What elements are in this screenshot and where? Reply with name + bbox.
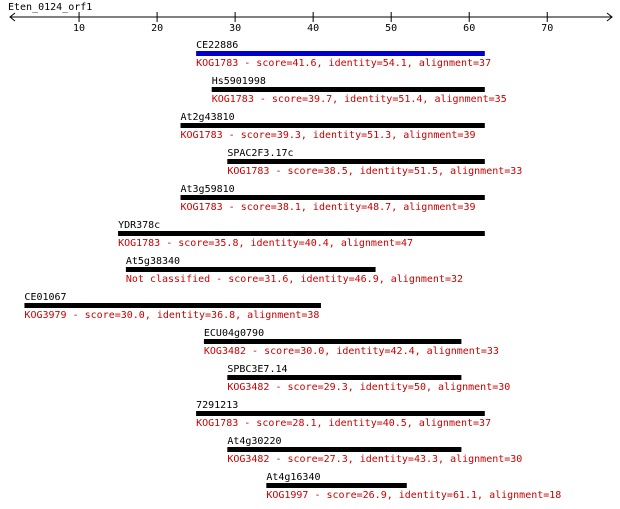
hit-label: Not classified - score=31.6, identity=46… [126,274,463,285]
hit-name: At2g43810 [180,112,234,123]
x-tick-label: 20 [151,23,163,34]
hit-name: CE01067 [24,292,66,303]
hit-name: At4g16340 [266,472,320,483]
hit-label: KOG1997 - score=26.9, identity=61.1, ali… [266,490,561,501]
hit-label: KOG1783 - score=41.6, identity=54.1, ali… [196,58,491,69]
hit-name: Hs5901998 [212,76,266,87]
hit-label: KOG1783 - score=35.8, identity=40.4, ali… [118,238,413,249]
hit-name: SPBC3E7.14 [227,364,287,375]
hit-label: KOG1783 - score=39.7, identity=51.4, ali… [212,94,507,105]
hit-bar [24,303,321,308]
x-tick-label: 30 [229,23,241,34]
x-tick-label: 40 [307,23,319,34]
axis-arrow-left [9,12,16,22]
hit-label: KOG1783 - score=39.3, identity=51.3, ali… [180,130,475,141]
x-tick-label: 60 [463,23,475,34]
hit-name: SPAC2F3.17c [227,148,293,159]
hit-label: KOG1783 - score=38.1, identity=48.7, ali… [180,202,475,213]
hit-bar [266,483,407,488]
hit-bar [118,231,485,236]
hit-name: At3g59810 [180,184,234,195]
x-tick-label: 70 [541,23,553,34]
hit-name: CE22886 [196,40,238,51]
hit-name: At4g30220 [227,436,281,447]
hit-bar [180,195,485,200]
hit-bar [227,159,485,164]
hit-bar [196,51,485,56]
hit-bar [196,411,485,416]
hit-label: KOG1783 - score=28.1, identity=40.5, ali… [196,418,491,429]
hit-bar [211,87,485,92]
hit-label: KOG1783 - score=38.5, identity=51.5, ali… [227,166,522,177]
hit-label: KOG3979 - score=30.0, identity=36.8, ali… [24,310,319,321]
hit-name: 7291213 [196,400,238,411]
hit-bar [180,123,485,128]
hit-bar [125,267,376,272]
chart-title: Eten_0124_orf1 [8,2,92,13]
axis-arrow-right [606,12,613,22]
hit-name: At5g38340 [126,256,180,267]
hit-bar [203,339,462,344]
hit-label: KOG3482 - score=29.3, identity=50, align… [227,382,510,393]
hit-name: ECU04g0790 [204,328,264,339]
x-tick-label: 10 [73,23,85,34]
hit-bar [227,447,462,452]
hit-name: YDR378c [118,220,160,231]
hit-bar [227,375,462,380]
hit-label: KOG3482 - score=30.0, identity=42.4, ali… [204,346,499,357]
hit-label: KOG3482 - score=27.3, identity=43.3, ali… [227,454,522,465]
x-tick-label: 50 [385,23,397,34]
